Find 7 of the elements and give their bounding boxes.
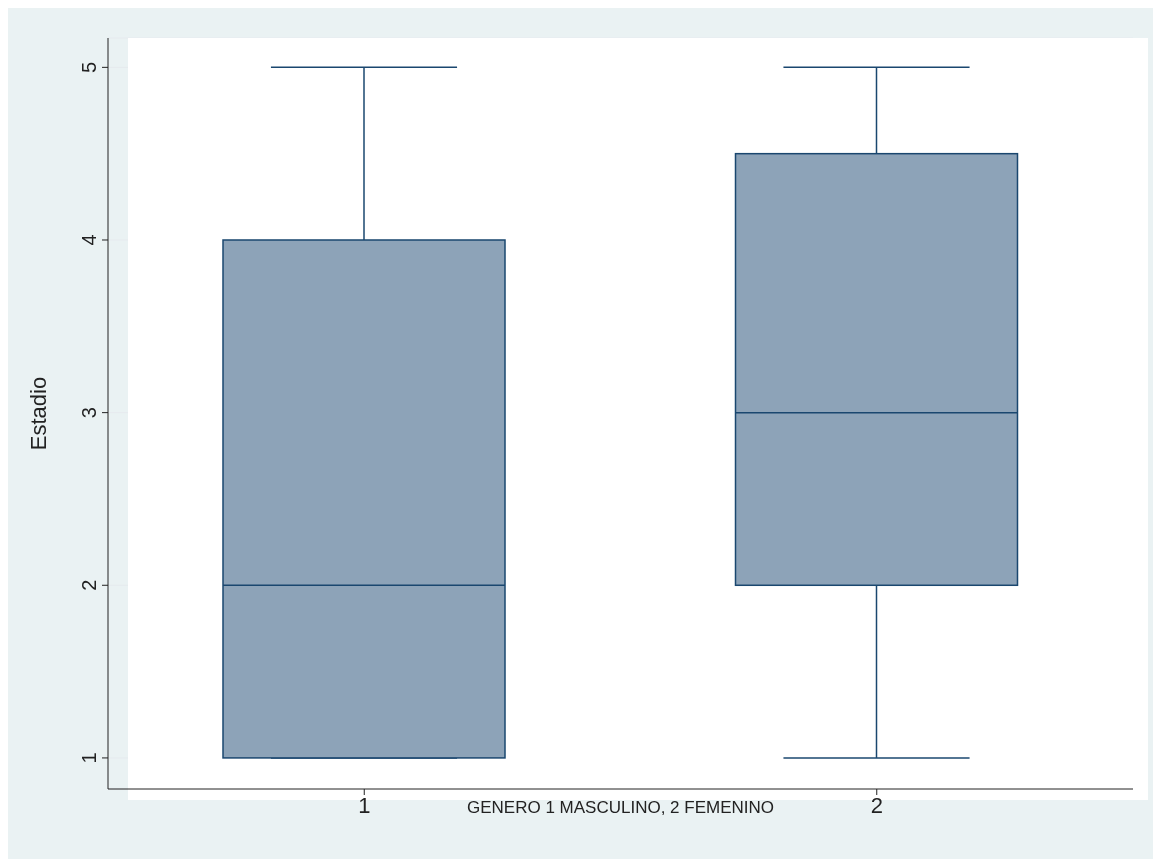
y-tick-label: 1 <box>78 752 100 764</box>
x-axis-title: GENERO 1 MASCULINO, 2 FEMENINO <box>467 798 774 818</box>
y-tick-label: 4 <box>78 234 100 246</box>
y-tick-label: 5 <box>78 61 100 73</box>
y-axis-title: Estadio <box>25 376 51 451</box>
y-tick-label: 3 <box>78 407 100 419</box>
y-tick-label: 2 <box>78 579 100 591</box>
